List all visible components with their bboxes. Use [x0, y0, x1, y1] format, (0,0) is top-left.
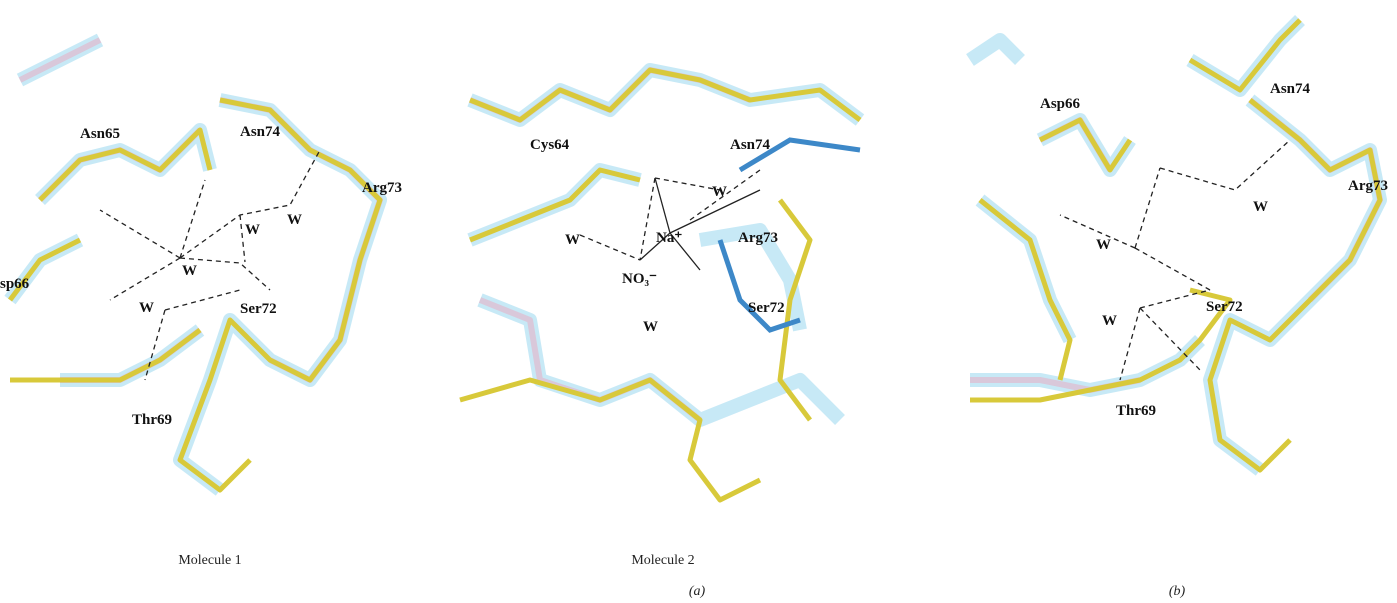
panel-caption: Molecule 2 [631, 553, 694, 568]
residue-label: Asn74 [1270, 81, 1311, 97]
water-label: W [643, 319, 658, 335]
residue-label: Asn65 [80, 126, 120, 142]
water-label: W [182, 263, 197, 279]
water-label: W [712, 184, 727, 200]
water-label: W [1102, 313, 1117, 329]
panel-caption: Molecule 1 [178, 553, 241, 568]
panel-molecule-1: Asn65 Asn74 Arg73 W W W W sp66 Ser72 Thr… [0, 40, 402, 568]
residue-label: Cys64 [530, 137, 570, 153]
residue-label: Asp66 [1040, 96, 1081, 112]
ion-label: Na⁺ [656, 230, 682, 246]
water-label: W [287, 212, 302, 228]
water-label: W [139, 300, 154, 316]
residue-label: Ser72 [1206, 299, 1243, 315]
residue-label: Arg73 [1348, 178, 1388, 194]
residue-label: Arg73 [362, 180, 402, 196]
panel-molecule-2: Cys64 Asn74 W W Na⁺ Arg73 NO₃⁻ W Ser72 M… [460, 70, 860, 568]
residue-label: Thr69 [132, 412, 172, 428]
residue-label: Asn74 [240, 124, 281, 140]
part-label: (b) [1169, 584, 1186, 599]
residue-label: Thr69 [1116, 403, 1156, 419]
residue-label: Arg73 [738, 230, 778, 246]
panel-b: Asp66 Asn74 W Arg73 W Ser72 W Thr69 [970, 20, 1388, 470]
water-label: W [1253, 199, 1268, 215]
residue-label: Ser72 [748, 300, 785, 316]
residue-label: Asn74 [730, 137, 771, 153]
ion-label: NO₃⁻ [622, 271, 657, 287]
water-label: W [565, 232, 580, 248]
water-label: W [245, 222, 260, 238]
part-label: (a) [689, 584, 706, 599]
residue-label: Ser72 [240, 301, 277, 317]
residue-label: sp66 [0, 276, 30, 292]
water-label: W [1096, 237, 1111, 253]
figure: Asn65 Asn74 Arg73 W W W W sp66 Ser72 Thr… [0, 0, 1397, 603]
